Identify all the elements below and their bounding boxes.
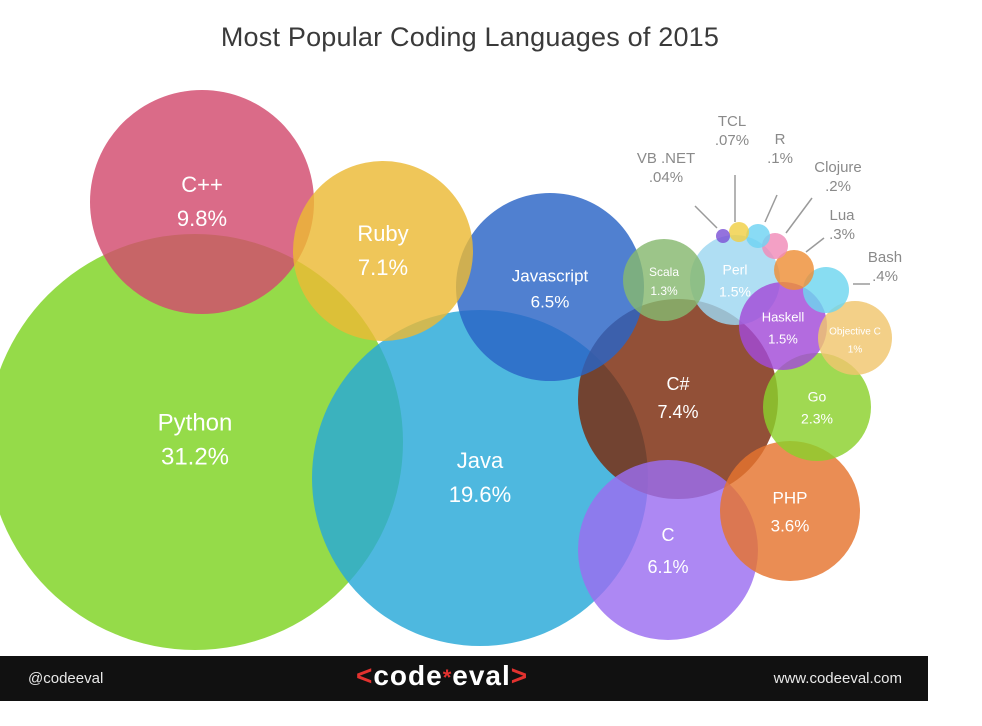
footer-bar: @codeeval <code*eval> www.codeeval.com xyxy=(0,656,928,701)
label-name-python: Python xyxy=(158,409,233,436)
label-name-c: C# xyxy=(666,374,689,394)
label-value-c: 6.1% xyxy=(647,557,688,577)
bubble-c xyxy=(578,299,778,499)
label-name-bash: Bash xyxy=(868,249,902,266)
bubble-bash xyxy=(803,267,849,313)
label-name-java: Java xyxy=(457,448,504,473)
label-value-ruby: 7.1% xyxy=(358,255,408,280)
label-value-r: .1% xyxy=(767,150,793,167)
label-value-c: 9.8% xyxy=(177,206,227,231)
label-value-javascript: 6.5% xyxy=(531,292,570,311)
callout-line-lua xyxy=(805,237,825,253)
label-name-vb-net: VB .NET xyxy=(637,150,695,167)
label-value-php: 3.6% xyxy=(771,516,810,535)
footer-url: www.codeeval.com xyxy=(773,670,902,687)
bubble-c xyxy=(90,90,314,314)
bubble-python xyxy=(0,234,403,650)
label-value-clojure: .2% xyxy=(825,178,851,195)
footer-handle: @codeeval xyxy=(28,670,104,687)
label-value-perl: 1.5% xyxy=(719,284,751,300)
label-name-objective-c: Objective C xyxy=(829,327,881,338)
callout-line-vb-net xyxy=(694,205,718,229)
bubble-ruby xyxy=(293,161,473,341)
label-value-go: 2.3% xyxy=(801,411,833,427)
label-value-c: 7.4% xyxy=(657,402,698,422)
logo-word-eval: eval xyxy=(452,660,511,691)
codeeval-logo: <code*eval> xyxy=(356,660,528,692)
bubble-tcl xyxy=(729,222,749,242)
label-value-java: 19.6% xyxy=(449,482,511,507)
label-name-php: PHP xyxy=(773,488,808,507)
label-value-haskell: 1.5% xyxy=(768,331,798,346)
label-name-tcl: TCL xyxy=(718,113,746,130)
bubble-r xyxy=(746,224,770,248)
bubble-vb-net xyxy=(716,229,730,243)
logo-left-bracket: < xyxy=(356,660,374,691)
callout-line-clojure xyxy=(785,197,813,234)
logo-star: * xyxy=(442,665,453,690)
label-value-lua: .3% xyxy=(829,226,855,243)
logo-right-bracket: > xyxy=(510,660,529,691)
label-name-go: Go xyxy=(808,389,827,405)
label-name-clojure: Clojure xyxy=(814,159,862,176)
bubble-objective-c xyxy=(818,301,892,375)
bubble-haskell xyxy=(739,282,827,370)
bubble-java xyxy=(312,310,648,646)
chart-title: Most Popular Coding Languages of 2015 xyxy=(220,22,720,52)
label-name-lua: Lua xyxy=(829,207,855,224)
label-name-javascript: Javascript xyxy=(512,266,589,285)
bubble-php xyxy=(720,441,860,581)
bubble-chart: Python 31.2% Java 19.6% C++ 9.8% C# 7.4% Ruby 7.1… xyxy=(0,90,902,650)
label-name-ruby: Ruby xyxy=(357,221,408,246)
bubble-lua xyxy=(774,250,814,290)
label-value-scala: 1.3% xyxy=(650,284,678,298)
bubble-go xyxy=(763,353,871,461)
label-name-scala: Scala xyxy=(649,265,679,279)
label-value-tcl: .07% xyxy=(715,132,749,149)
label-name-perl: Perl xyxy=(723,262,748,278)
label-value-python: 31.2% xyxy=(161,443,229,470)
label-name-c: C++ xyxy=(181,172,223,197)
bubble-scala xyxy=(623,239,705,321)
label-name-haskell: Haskell xyxy=(762,309,805,324)
label-value-bash: .4% xyxy=(872,268,898,285)
bubble-c xyxy=(578,460,758,640)
bubble-javascript xyxy=(456,193,644,381)
label-name-c: C xyxy=(662,525,675,545)
label-value-objective-c: 1% xyxy=(848,345,863,356)
label-name-r: R xyxy=(775,131,786,148)
logo-word-code: code xyxy=(373,660,443,691)
callout-line-r xyxy=(764,194,778,223)
label-value-vb-net: .04% xyxy=(649,169,683,186)
